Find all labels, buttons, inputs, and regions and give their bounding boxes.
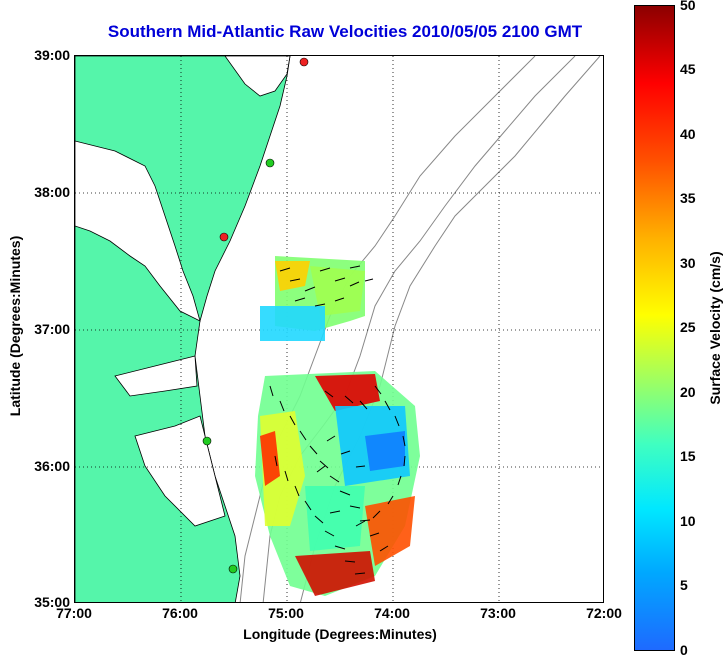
chesapeake-bay (75, 140, 201, 322)
y-tick-label: 39:00 (34, 47, 70, 63)
y-tick-label: 37:00 (34, 321, 70, 337)
x-axis-label: Longitude (Degrees:Minutes) (243, 626, 437, 642)
colorbar-tick-label: 0 (680, 642, 688, 658)
land-mass (75, 56, 291, 602)
chart-title: Southern Mid-Atlantic Raw Velocities 201… (107, 22, 583, 41)
colorbar-tick-label: 35 (680, 190, 696, 206)
y-tick-label: 38:00 (34, 184, 70, 200)
station-marker-green (202, 436, 212, 446)
colorbar-tick-label: 15 (680, 448, 696, 464)
x-tick-label: 77:00 (56, 605, 92, 621)
station-markers (202, 57, 309, 574)
delaware-bay (224, 56, 291, 97)
map-plot-area (74, 55, 604, 603)
y-tick-label: 35:00 (34, 594, 70, 610)
colorbar-label: Surface Velocity (cm/s) (707, 251, 723, 405)
x-tick-label: 74:00 (374, 605, 410, 621)
station-marker-green (265, 158, 275, 168)
y-tick-label: 36:00 (34, 458, 70, 474)
x-tick-label: 73:00 (480, 605, 516, 621)
colorbar (634, 5, 675, 651)
colorbar-tick-label: 45 (680, 61, 696, 77)
map-svg (75, 56, 603, 602)
station-marker-green (228, 564, 238, 574)
pamlico-sound (134, 415, 226, 527)
x-tick-label: 75:00 (268, 605, 304, 621)
velocity-vectors (269, 265, 406, 575)
x-tick-label: 72:00 (586, 605, 622, 621)
colorbar-tick-label: 5 (680, 577, 688, 593)
colorbar-tick-label: 30 (680, 255, 696, 271)
colorbar-tick-label: 20 (680, 384, 696, 400)
colorbar-tick-label: 10 (680, 513, 696, 529)
albemarle-sound (114, 355, 198, 397)
colorbar-tick-label: 40 (680, 126, 696, 142)
station-marker-red (299, 57, 309, 67)
velocity-field (255, 256, 420, 596)
y-axis-label: Latitude (Degrees:Minutes) (7, 235, 23, 417)
x-tick-label: 76:00 (162, 605, 198, 621)
station-marker-red (219, 232, 229, 242)
colorbar-tick-label: 50 (680, 0, 696, 13)
colorbar-tick-label: 25 (680, 319, 696, 335)
